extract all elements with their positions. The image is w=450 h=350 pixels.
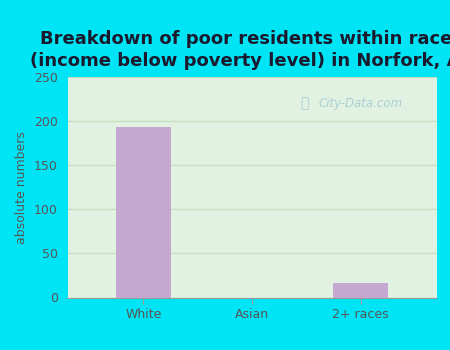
Y-axis label: absolute numbers: absolute numbers [15, 131, 28, 244]
Title: Breakdown of poor residents within races
(income below poverty level) in Norfork: Breakdown of poor residents within races… [30, 30, 450, 70]
Bar [117, 127, 171, 298]
Text: City-Data.com: City-Data.com [319, 97, 403, 110]
Bar [333, 282, 387, 298]
Text: ⦿: ⦿ [300, 97, 308, 111]
